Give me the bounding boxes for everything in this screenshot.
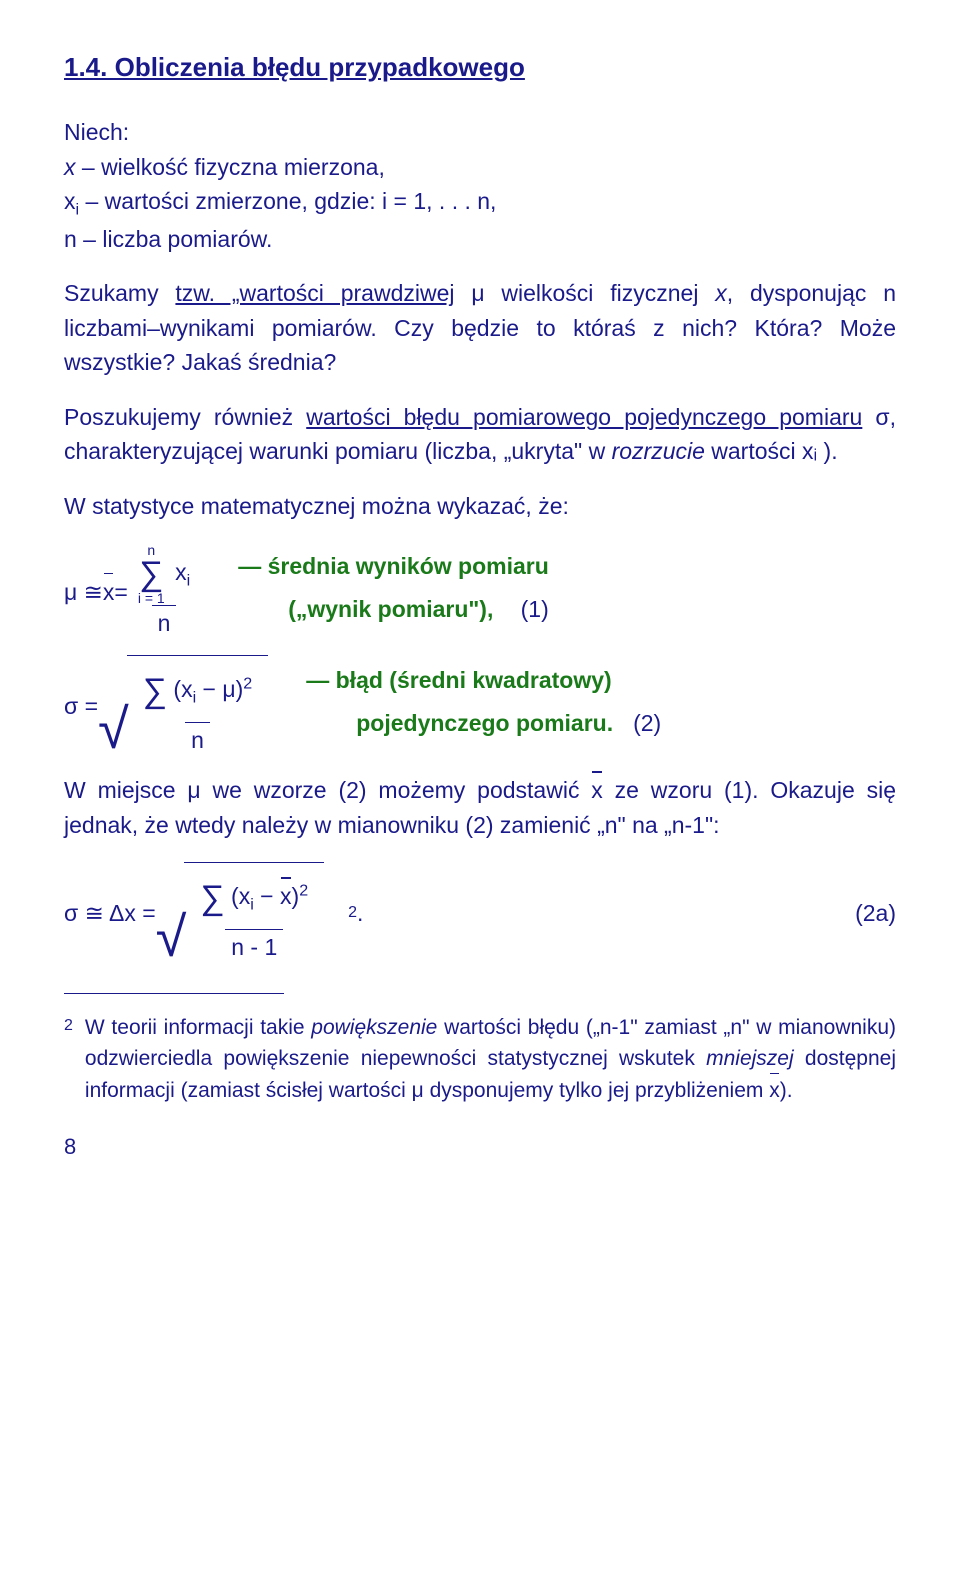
paragraph-stats-intro: W statystyce matematycznej można wykazać… bbox=[64, 489, 896, 524]
eq2a-lhs: σ ≅ Δx = bbox=[64, 896, 156, 931]
eq1-label-sub: („wynik pomiaru"), bbox=[288, 592, 493, 627]
eq2-label-sub: pojedynczego pomiaru. bbox=[356, 706, 613, 741]
summation-icon: ∑ bbox=[200, 867, 224, 929]
niech-label: Niech: bbox=[64, 115, 896, 150]
fraction: ∑ (xi − μ)2 n bbox=[137, 660, 258, 758]
text: wartości xᵢ ). bbox=[705, 438, 838, 464]
text: μ wielkości fizycznej bbox=[454, 280, 715, 306]
eq2-lhs: σ = bbox=[64, 689, 98, 724]
eq-sign: = bbox=[114, 575, 127, 610]
equation-2a: σ ≅ Δx = √ ∑ (xi − x)2 n - 1 bbox=[64, 862, 896, 965]
underline-phrase: tzw. „wartości prawdziwej bbox=[175, 280, 454, 306]
paragraph-substitute: W miejsce μ we wzorze (2) możemy podstaw… bbox=[64, 773, 896, 842]
fraction: n ∑ i = 1 xi n bbox=[132, 543, 196, 641]
page-number: 8 bbox=[64, 1130, 896, 1163]
eq1-lhs: μ ≅ bbox=[64, 575, 103, 610]
def-xi: xi – wartości zmierzone, gdzie: i = 1, .… bbox=[64, 184, 896, 222]
footnote-number: 2 bbox=[64, 1014, 73, 1038]
var-x: x bbox=[715, 280, 727, 306]
paragraph-seek-mu: Szukamy tzw. „wartości prawdziwej μ wiel… bbox=[64, 276, 896, 380]
section-heading: 1.4. Obliczenia błędu przypadkowego bbox=[64, 48, 896, 87]
equation-2: σ = √ ∑ (xi − μ)2 n — bbox=[64, 655, 896, 758]
var-x: x bbox=[64, 154, 76, 180]
var-xi: xi bbox=[64, 188, 79, 214]
eq1-number: (1) bbox=[501, 592, 549, 627]
eq2a-number: (2a) bbox=[835, 896, 896, 931]
def-xi-text: – wartości zmierzone, gdzie: i = 1, . . … bbox=[79, 188, 496, 214]
text: Poszukujemy również bbox=[64, 404, 306, 430]
definition-block: Niech: x – wielkość fizyczna mierzona, x… bbox=[64, 115, 896, 256]
italic-word: rozrzucie bbox=[612, 438, 705, 464]
sqrt: √ ∑ (xi − x)2 n - 1 bbox=[156, 862, 324, 965]
eq2-label-col: — błąd (średni kwadratowy) pojedynczego … bbox=[306, 663, 661, 748]
eq1-label-col: — średnia wyników pomiaru („wynik pomiar… bbox=[238, 549, 549, 634]
eq2a-period: . bbox=[357, 896, 363, 931]
def-x: x – wielkość fizyczna mierzona, bbox=[64, 150, 896, 185]
text: Szukamy bbox=[64, 280, 175, 306]
sqrt: √ ∑ (xi − μ)2 n bbox=[98, 655, 268, 758]
x-bar: x bbox=[103, 575, 115, 610]
def-x-text: – wielkość fizyczna mierzona, bbox=[76, 154, 385, 180]
fraction: ∑ (xi − x)2 n - 1 bbox=[194, 867, 314, 965]
eq1-label-main: — średnia wyników pomiaru bbox=[238, 549, 549, 584]
summation-icon: ∑ bbox=[143, 660, 167, 722]
x-bar: x bbox=[591, 773, 603, 808]
eq2-label-main: — błąd (średni kwadratowy) bbox=[306, 663, 661, 698]
eq2-number: (2) bbox=[613, 706, 661, 741]
footnote-ref: 2 bbox=[348, 901, 357, 925]
paragraph-seek-sigma: Poszukujemy również wartości błędu pomia… bbox=[64, 400, 896, 469]
underline-phrase: wartości błędu pomiarowego pojedynczego … bbox=[306, 404, 862, 430]
footnote-2: 2 W teorii informacji takie powiększenie… bbox=[64, 1012, 896, 1107]
summation-icon: n ∑ i = 1 bbox=[138, 543, 165, 605]
footnote-body: W teorii informacji takie powiększenie w… bbox=[85, 1012, 896, 1107]
footnote-separator bbox=[64, 993, 284, 994]
equation-1: μ ≅ x = n ∑ i = 1 xi n — średnia wyników… bbox=[64, 543, 896, 641]
text: W miejsce μ we wzorze (2) możemy podstaw… bbox=[64, 777, 591, 803]
def-n: n – liczba pomiarów. bbox=[64, 222, 896, 257]
